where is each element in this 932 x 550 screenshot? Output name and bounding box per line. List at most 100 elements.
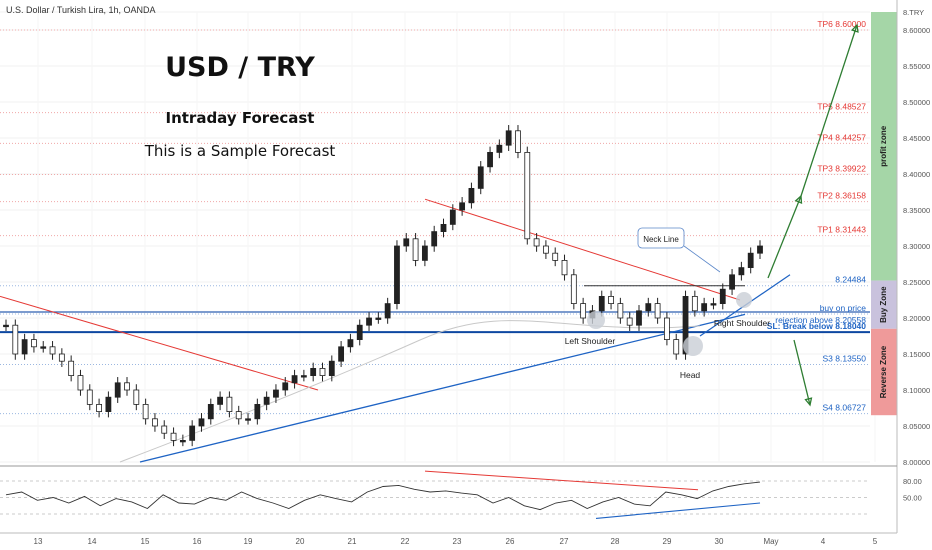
candle-body — [710, 303, 717, 306]
candle-body — [598, 295, 605, 312]
bullish-arrow-1-head — [794, 194, 803, 204]
x-tick-label: 14 — [88, 537, 97, 546]
candle-body — [310, 367, 317, 376]
candle-body — [142, 403, 149, 420]
x-tick-label: 30 — [715, 537, 724, 546]
level-label: buy on price — [820, 303, 867, 313]
level-label: TP3 8.39922 — [817, 164, 866, 174]
candle-body — [636, 310, 642, 326]
y-tick-label: 8.35000 — [903, 206, 930, 215]
candle-body — [170, 432, 177, 441]
candle-body — [449, 209, 456, 225]
level-label: S4 8.06727 — [823, 403, 867, 413]
left-shoulder-label: Left Shoulder — [565, 336, 616, 346]
candle-body — [757, 245, 763, 254]
candle-body — [347, 339, 354, 348]
y-tick-label: 8.45000 — [903, 134, 930, 143]
candle-body — [394, 245, 400, 304]
x-tick-label: 16 — [193, 537, 202, 546]
candle-body — [198, 418, 205, 427]
candle-body — [179, 439, 186, 443]
candle-body — [552, 252, 559, 261]
uptrend-line — [139, 313, 746, 463]
candle-body — [570, 274, 577, 304]
profit-zone — [871, 12, 897, 281]
y-tick-label: 8.40000 — [903, 170, 930, 179]
candle-body — [738, 267, 745, 276]
zone-layer: profit zone Buy Zone Reverse Zone — [871, 12, 897, 416]
level-label: rejection above 8.20558 — [775, 315, 866, 325]
level-label: TP4 8.44257 — [817, 132, 866, 142]
level-label: SL: Break below 8.18040 — [767, 321, 866, 331]
candle-body — [747, 252, 754, 268]
candle-body — [300, 375, 307, 378]
candle-body — [729, 274, 735, 290]
candle-body — [226, 396, 233, 413]
level-layer: TP6 8.60000 TP5 8.48527 TP4 8.44257 TP3 8.3… — [0, 19, 870, 415]
candle-body — [86, 389, 93, 405]
candle-body — [31, 339, 37, 348]
candle-body — [524, 151, 531, 240]
candle-body — [543, 245, 549, 254]
head-marker — [683, 336, 703, 356]
level-label: TP1 8.31443 — [817, 225, 866, 235]
right-shoulder-label: Right Shoulder — [714, 318, 770, 328]
candle-layer — [3, 125, 763, 447]
candle-body — [682, 295, 689, 355]
candle-body — [440, 223, 447, 232]
candle-body — [375, 317, 382, 320]
candle-body — [673, 339, 680, 355]
chart-subtitle: Intraday Forecast — [165, 109, 315, 127]
y-tick-label: 8.25000 — [903, 278, 930, 287]
candle-body — [431, 231, 438, 247]
bearish-arrow-head — [804, 397, 813, 407]
candle-body — [58, 353, 65, 362]
level-label: S3 8.13550 — [823, 353, 867, 363]
candle-body — [664, 317, 670, 341]
candle-body — [701, 303, 708, 312]
x-tick-label: 28 — [611, 537, 620, 546]
x-tick-label: 29 — [663, 537, 672, 546]
symbol-header: U.S. Dollar / Turkish Lira, 1h, OANDA — [6, 5, 156, 15]
chart-sample-note: This is a Sample Forecast — [144, 142, 336, 160]
right-shoulder-marker — [736, 292, 752, 308]
neck-line-callout — [637, 227, 685, 249]
buy-zone — [871, 280, 897, 329]
level-label: TP6 8.60000 — [817, 19, 866, 29]
y-tick-label: 8.TRY — [903, 8, 924, 17]
y-tick-label: 8.10000 — [903, 386, 930, 395]
x-tick-label: 26 — [506, 537, 515, 546]
neck-line-label: Neck Line — [643, 235, 679, 244]
x-tick-label: 13 — [34, 537, 43, 546]
candle-body — [12, 324, 19, 355]
candle-body — [217, 396, 223, 405]
candle-body — [338, 346, 345, 362]
candle-body — [719, 288, 726, 305]
candle-body — [133, 389, 140, 405]
candle-body — [645, 303, 652, 312]
level-label: TP5 8.48527 — [817, 102, 866, 112]
candle-body — [533, 238, 540, 247]
candle-body — [207, 403, 214, 420]
candle-body — [691, 295, 698, 312]
candle-body — [477, 166, 484, 189]
downtrend-line-1 — [0, 295, 319, 391]
candle-body — [515, 130, 521, 153]
grid-layer — [0, 11, 876, 463]
rsi-uptrend — [595, 502, 761, 519]
candle-body — [40, 346, 47, 349]
candle-body — [77, 375, 84, 391]
candle-body — [49, 346, 56, 355]
rsi-tick-label: 80.00 — [903, 477, 922, 486]
rsi-series-line — [5, 481, 761, 511]
level-label: 8.24484 — [835, 275, 866, 285]
level-label: TP2 8.36158 — [817, 191, 866, 201]
x-tick-label: 20 — [296, 537, 305, 546]
x-tick-label: 15 — [141, 537, 150, 546]
candle-body — [96, 403, 102, 412]
chart-title: USD / TRY — [165, 52, 315, 83]
candle-body — [319, 367, 326, 376]
candle-body — [114, 382, 121, 398]
candle-body — [384, 303, 391, 319]
